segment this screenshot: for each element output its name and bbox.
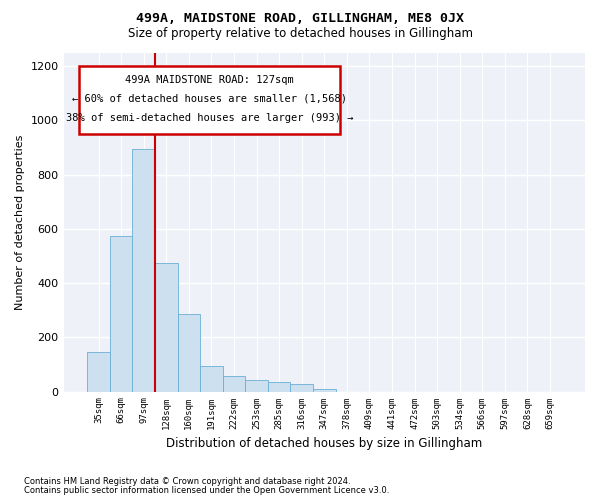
Bar xyxy=(290,384,313,392)
Text: 499A MAIDSTONE ROAD: 127sqm: 499A MAIDSTONE ROAD: 127sqm xyxy=(125,74,294,85)
Y-axis label: Number of detached properties: Number of detached properties xyxy=(15,134,25,310)
Bar xyxy=(110,236,133,392)
Text: Size of property relative to detached houses in Gillingham: Size of property relative to detached ho… xyxy=(128,28,473,40)
Bar xyxy=(178,314,200,392)
Bar xyxy=(87,352,110,392)
Bar xyxy=(200,366,223,392)
Text: 38% of semi-detached houses are larger (993) →: 38% of semi-detached houses are larger (… xyxy=(66,114,353,124)
Bar xyxy=(245,380,268,392)
Text: Contains public sector information licensed under the Open Government Licence v3: Contains public sector information licen… xyxy=(24,486,389,495)
Bar xyxy=(223,376,245,392)
Bar xyxy=(268,382,290,392)
X-axis label: Distribution of detached houses by size in Gillingham: Distribution of detached houses by size … xyxy=(166,437,482,450)
Text: ← 60% of detached houses are smaller (1,568): ← 60% of detached houses are smaller (1,… xyxy=(72,94,347,104)
Bar xyxy=(313,389,335,392)
Text: 499A, MAIDSTONE ROAD, GILLINGHAM, ME8 0JX: 499A, MAIDSTONE ROAD, GILLINGHAM, ME8 0J… xyxy=(136,12,464,26)
Bar xyxy=(155,262,178,392)
Text: Contains HM Land Registry data © Crown copyright and database right 2024.: Contains HM Land Registry data © Crown c… xyxy=(24,477,350,486)
Bar xyxy=(133,150,155,392)
FancyBboxPatch shape xyxy=(79,66,340,134)
